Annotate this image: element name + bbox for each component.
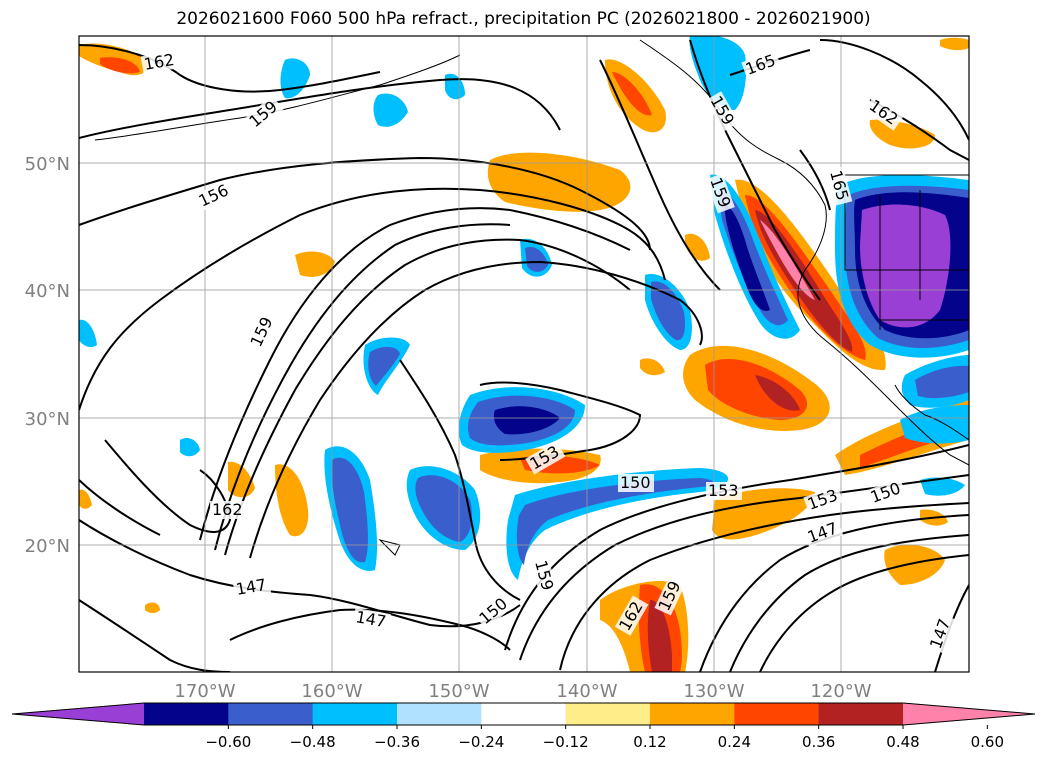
- lon-label: 170°W: [174, 681, 235, 702]
- lon-label: 160°W: [301, 681, 362, 702]
- lon-label: 140°W: [556, 681, 617, 702]
- colorbar-swatch: [903, 703, 1035, 725]
- colorbar-swatch: [228, 703, 314, 725]
- colorbar-swatch: [12, 703, 144, 725]
- latitude-labels: 50°N 40°N 30°N 20°N: [25, 154, 70, 557]
- colorbar-swatch: [818, 703, 904, 725]
- map-gridlines: [79, 36, 969, 672]
- colorbar-swatch: [565, 703, 651, 725]
- map-field: [79, 36, 969, 672]
- colorbar-tick-label: 0.24: [718, 733, 751, 751]
- lat-label: 40°N: [25, 281, 70, 302]
- coastline: [94, 39, 969, 556]
- map-frame: [78, 35, 970, 673]
- colorbar-tick-label: −0.24: [458, 733, 504, 751]
- precip-negative-areas: [79, 36, 969, 580]
- lat-label: 30°N: [25, 409, 70, 430]
- colorbar-outline: [11, 702, 1036, 726]
- colorbar-tick-label: −0.48: [290, 733, 336, 751]
- colorbar-swatch: [397, 703, 482, 725]
- colorbar-swatch: [312, 703, 398, 725]
- lon-label: 150°W: [428, 681, 489, 702]
- colorbar: −0.60 −0.48 −0.36 −0.24 −0.12 0.12 0.24 0.36 0.4…: [11, 702, 1036, 751]
- colorbar-swatch: [144, 703, 229, 725]
- colorbar-tick-label: 0.48: [886, 733, 919, 751]
- contour-label: 150: [620, 473, 651, 492]
- colorbar-tick-label: −0.60: [205, 733, 251, 751]
- colorbar-tick-label: 0.12: [633, 733, 666, 751]
- contour-label: 162: [212, 500, 243, 519]
- colorbar-tick-label: 0.60: [971, 733, 1004, 751]
- lon-label: 120°W: [810, 681, 871, 702]
- contour-label: 153: [708, 481, 739, 500]
- colorbar-tick-label: −0.36: [374, 733, 420, 751]
- colorbar-tick-label: −0.12: [543, 733, 589, 751]
- lat-label: 20°N: [25, 536, 70, 557]
- colorbar-swatch: [481, 703, 567, 725]
- colorbar-swatch: [734, 703, 820, 725]
- colorbar-tick-label: 0.36: [802, 733, 835, 751]
- longitude-labels: 170°W 160°W 150°W 140°W 130°W 120°W: [174, 681, 871, 702]
- lon-label: 130°W: [683, 681, 744, 702]
- colorbar-swatch: [650, 703, 735, 725]
- lat-label: 50°N: [25, 154, 70, 175]
- map-title: 2026021600 F060 500 hPa refract., precip…: [176, 9, 871, 29]
